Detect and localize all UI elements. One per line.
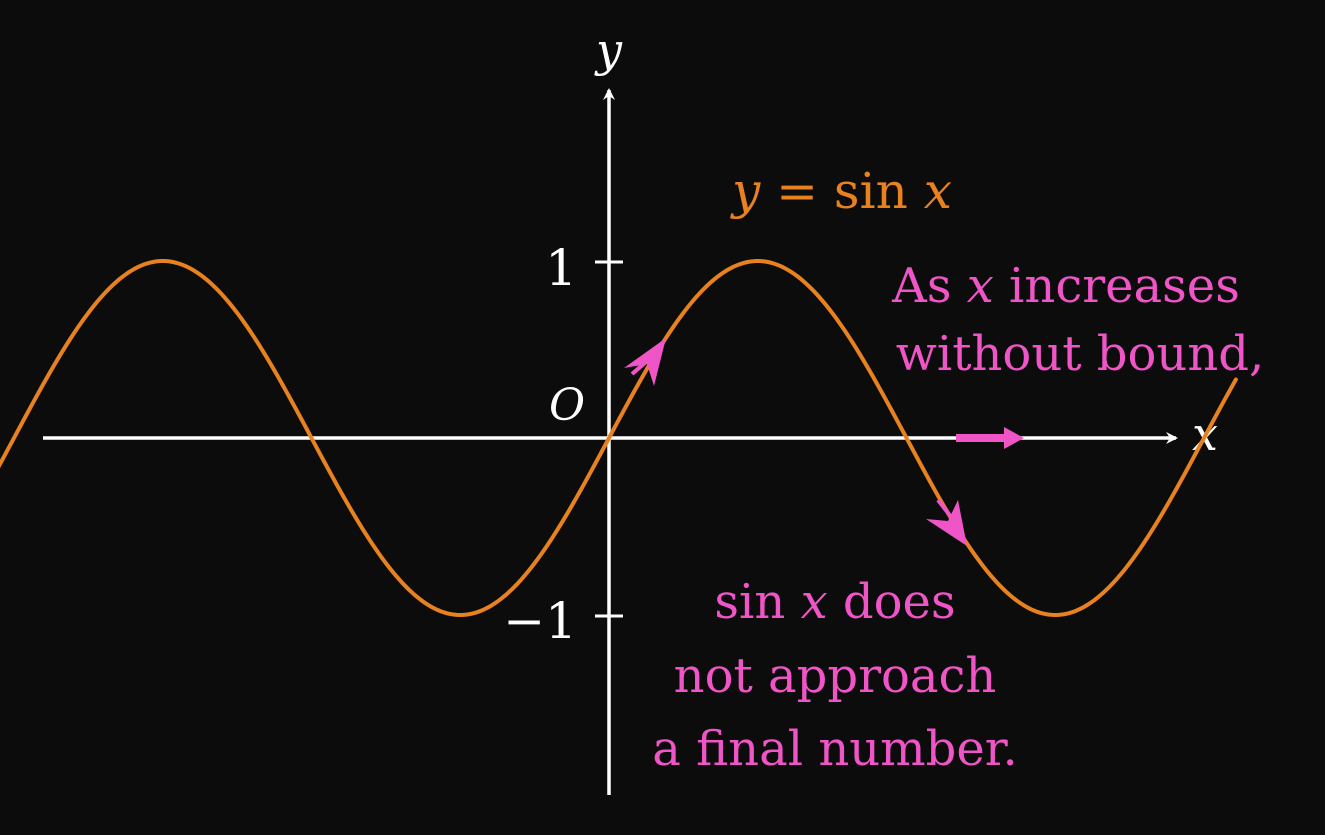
arrow-x-increasing — [956, 427, 1024, 449]
annotation-top-line1: As x increases — [891, 258, 1240, 314]
annotation-bottom-line2: not approach — [674, 648, 997, 704]
annotation-top-line2: without bound, — [896, 326, 1264, 382]
annotation-bottom-line1: sin x does — [714, 574, 955, 630]
sine-curve — [0, 259, 1238, 618]
origin-label: O — [549, 380, 585, 431]
arrow-down-along-curve — [926, 498, 967, 546]
annotation-bottom-line3: a final number. — [652, 721, 1017, 777]
direction-arrows — [624, 338, 1024, 546]
y-axis-label: y — [594, 23, 623, 77]
equation-label: y = sin x — [730, 162, 952, 220]
arrow-up-along-curve — [624, 338, 666, 386]
tick-neg-one-label: −1 — [503, 592, 577, 650]
tick-pos-one-label: 1 — [545, 239, 577, 297]
